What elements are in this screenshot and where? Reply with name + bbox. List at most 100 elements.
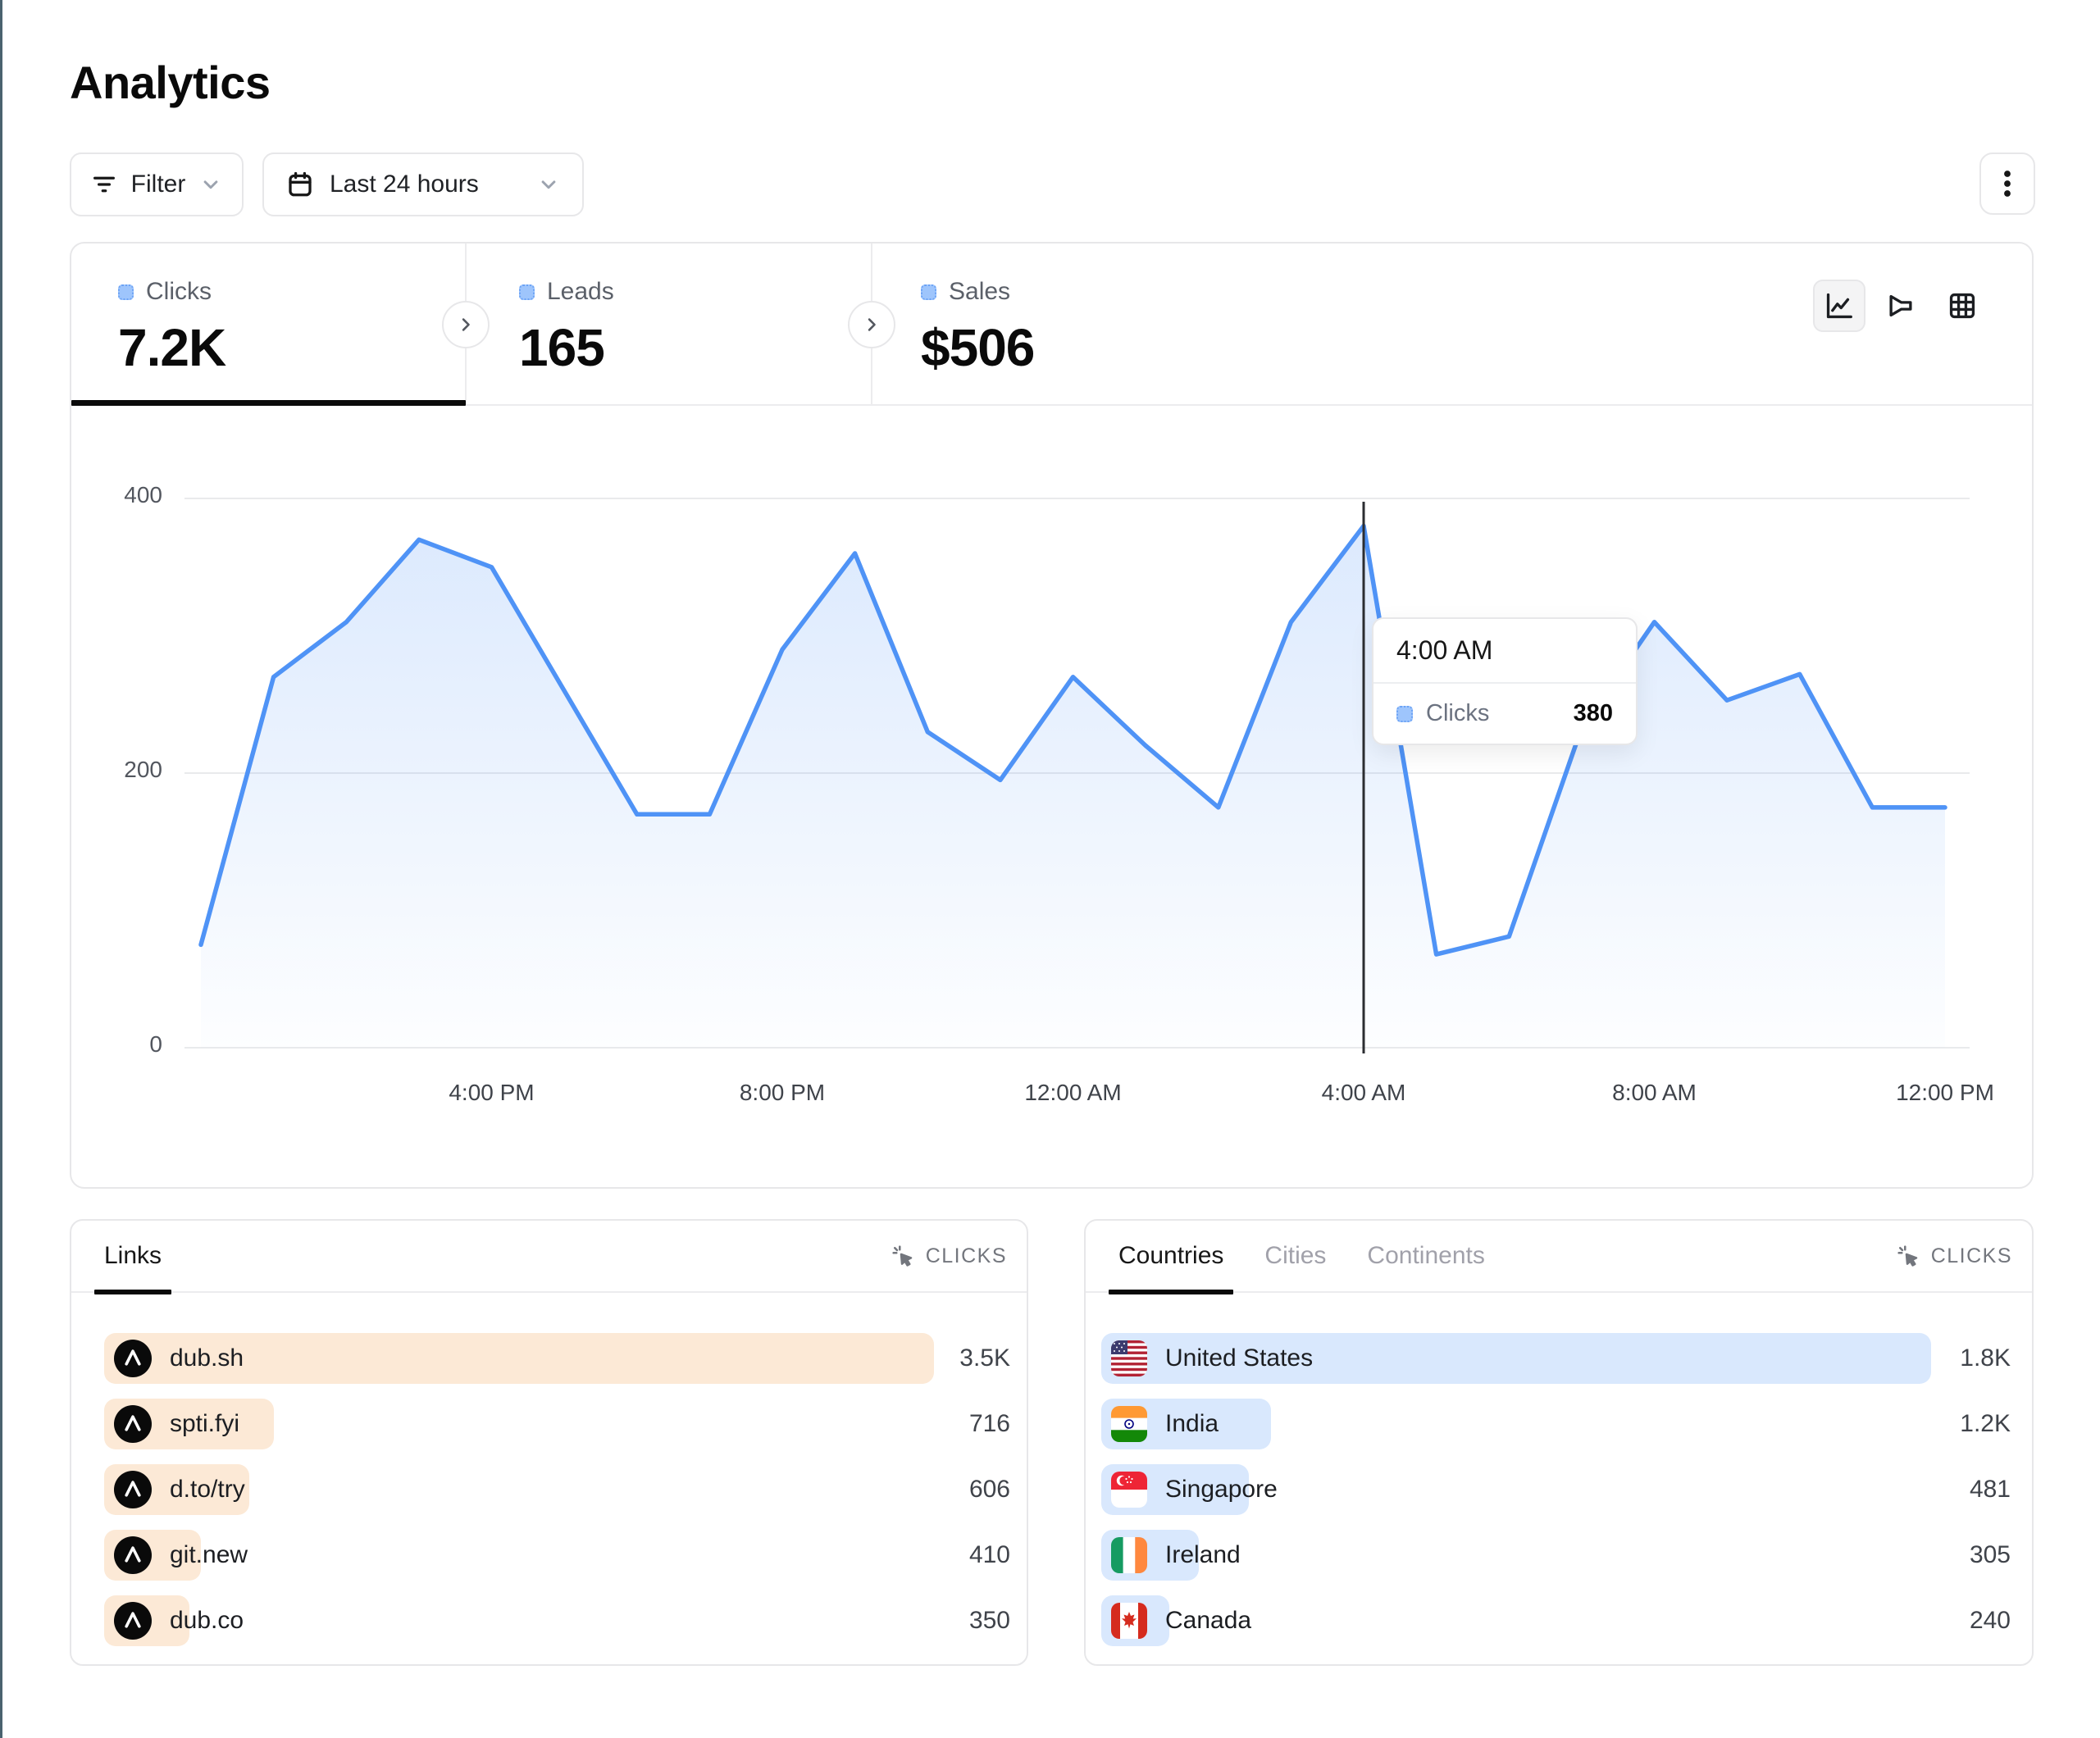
area-fill [201, 525, 1945, 1048]
link-row[interactable]: git.new 410 [71, 1522, 1027, 1588]
chart-tooltip: 4:00 AM Clicks 380 [1372, 617, 1638, 745]
tab-cities[interactable]: Cities [1264, 1242, 1327, 1269]
table-view-button[interactable] [1936, 280, 1988, 332]
row-label: Singapore [1165, 1476, 1278, 1503]
link-favicon [114, 1405, 152, 1443]
country-row[interactable]: Canada 240 [1086, 1588, 2032, 1654]
stat-tab-sales[interactable]: Sales $506 [871, 243, 1277, 406]
y-axis-tick: 0 [149, 1031, 162, 1057]
country-row[interactable]: India 1.2K [1086, 1391, 2032, 1457]
filter-icon [90, 171, 118, 198]
clicks-legend-icon [118, 284, 134, 300]
page-title: Analytics [70, 57, 271, 108]
stats-row: Clicks 7.2K Leads 165 Sales $506 [71, 243, 2032, 406]
x-axis-tick: 8:00 PM [740, 1080, 825, 1105]
link-favicon [114, 1602, 152, 1640]
row-value: 305 [1969, 1541, 2011, 1568]
y-axis-tick: 200 [124, 757, 162, 782]
cursor-click-icon [1895, 1243, 1921, 1269]
window-edge-accent [0, 0, 2, 1738]
row-value-bar [1101, 1333, 1931, 1384]
row-value: 410 [968, 1541, 1010, 1568]
row-label: United States [1165, 1344, 1314, 1372]
kebab-menu-icon [1993, 167, 2022, 200]
countries-panel: Countries Cities Continents CLICKS Unite… [1084, 1219, 2034, 1666]
links-metric-header[interactable]: CLICKS [890, 1243, 1007, 1269]
more-options-button[interactable] [1979, 152, 2035, 215]
analytics-card: Clicks 7.2K Leads 165 Sales $506 [70, 242, 2034, 1189]
filter-button-label: Filter [130, 171, 186, 198]
row-label: spti.fyi [170, 1410, 240, 1437]
line-chart-view-button[interactable] [1813, 280, 1865, 332]
funnel-chart-icon [1885, 290, 1916, 321]
in-flag-icon [1111, 1406, 1147, 1442]
date-range-label: Last 24 hours [330, 171, 479, 198]
expand-leads-button[interactable] [442, 301, 490, 348]
metric-label: CLICKS [1930, 1244, 2012, 1267]
link-row[interactable]: dub.sh 3.5K [71, 1326, 1027, 1391]
row-value-bar [104, 1333, 934, 1384]
stat-label: Clicks [146, 278, 212, 305]
row-label: India [1165, 1410, 1219, 1437]
x-axis-tick: 4:00 AM [1322, 1080, 1406, 1105]
link-row[interactable]: spti.fyi 716 [71, 1391, 1027, 1457]
metric-label: CLICKS [925, 1244, 1007, 1267]
calendar-icon [285, 170, 315, 199]
links-panel: Links CLICKS dub.sh 3.5K spti.fyi 716 d.to/t… [70, 1219, 1028, 1666]
grid-table-icon [1947, 290, 1978, 321]
x-axis-tick: 12:00 PM [1896, 1080, 1994, 1105]
clicks-line [198, 523, 1947, 957]
row-label: git.new [170, 1541, 248, 1568]
row-label: dub.co [170, 1607, 244, 1634]
country-row[interactable]: Ireland 305 [1086, 1522, 2032, 1588]
tooltip-series-icon [1396, 705, 1413, 722]
cursor-click-icon [890, 1243, 916, 1269]
stat-value: 165 [519, 318, 605, 377]
us-flag-icon [1111, 1340, 1147, 1376]
link-favicon [114, 1340, 152, 1377]
row-value: 606 [968, 1476, 1010, 1503]
ie-flag-icon [1111, 1537, 1147, 1573]
row-value: 350 [968, 1607, 1010, 1634]
chevron-down-icon [198, 172, 223, 197]
tab-continents[interactable]: Continents [1367, 1242, 1485, 1269]
funnel-view-button[interactable] [1875, 280, 1927, 332]
link-favicon [114, 1536, 152, 1574]
date-range-button[interactable]: Last 24 hours [262, 152, 584, 216]
row-label: Canada [1165, 1607, 1252, 1634]
x-axis-tick: 12:00 AM [1024, 1080, 1121, 1105]
tooltip-series-label: Clicks [1426, 700, 1490, 726]
tab-countries[interactable]: Countries [1108, 1242, 1234, 1294]
chevron-down-icon [536, 172, 561, 197]
x-axis-tick: 8:00 AM [1612, 1080, 1697, 1105]
stat-value: $506 [921, 318, 1035, 377]
countries-metric-header[interactable]: CLICKS [1895, 1243, 2012, 1269]
stat-tab-leads[interactable]: Leads 165 [465, 243, 871, 406]
row-value: 481 [1969, 1476, 2011, 1503]
sg-flag-icon [1111, 1472, 1147, 1508]
row-label: dub.sh [170, 1344, 244, 1372]
tab-links[interactable]: Links [93, 1242, 172, 1294]
stat-tab-clicks[interactable]: Clicks 7.2K [71, 243, 465, 406]
ca-flag-icon [1111, 1603, 1147, 1639]
stat-label: Sales [949, 278, 1011, 305]
link-row[interactable]: dub.co 350 [71, 1588, 1027, 1654]
stat-label: Leads [547, 278, 614, 305]
row-value: 1.8K [1960, 1344, 2011, 1372]
sales-legend-icon [921, 284, 936, 300]
country-row[interactable]: United States 1.8K [1086, 1326, 2032, 1391]
expand-sales-button[interactable] [848, 301, 895, 348]
stat-value: 7.2K [118, 318, 226, 377]
row-label: Ireland [1165, 1541, 1241, 1568]
active-stat-underline [71, 400, 466, 406]
country-row[interactable]: Singapore 481 [1086, 1457, 2032, 1522]
x-axis-tick: 4:00 PM [449, 1080, 534, 1105]
row-value: 3.5K [959, 1344, 1010, 1372]
tooltip-value: 380 [1573, 700, 1613, 726]
y-axis-tick: 400 [124, 482, 162, 507]
link-row[interactable]: d.to/try 606 [71, 1457, 1027, 1522]
row-value: 1.2K [1960, 1410, 2011, 1437]
filter-button[interactable]: Filter [70, 152, 244, 216]
row-value: 716 [968, 1410, 1010, 1437]
row-label: d.to/try [170, 1476, 245, 1503]
